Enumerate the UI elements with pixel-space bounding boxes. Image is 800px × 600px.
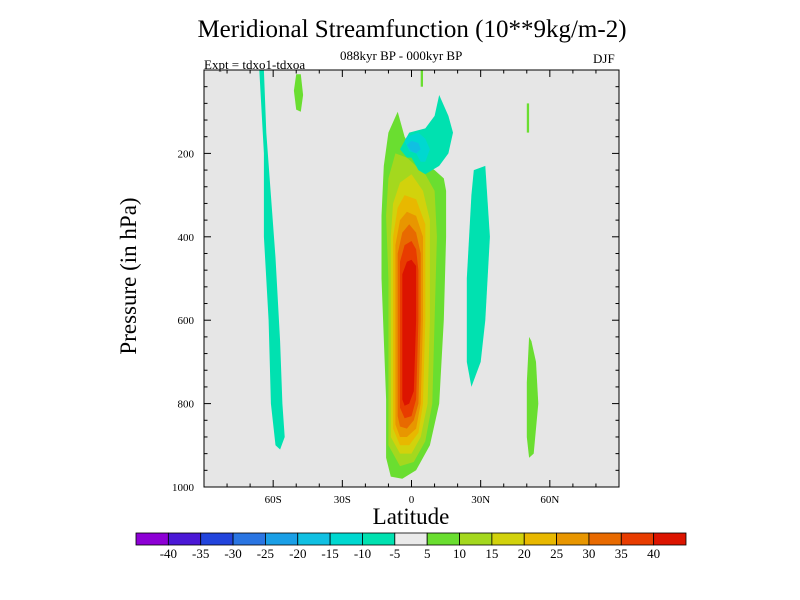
y-axis-label: Pressure (in hPa) [116,197,141,354]
contour-region-1-8 [526,336,539,458]
colorbar: -40 -35 -30 -25 -20 -15 -10 -5 5 10 15 20 25 30 35 40 [135,532,687,561]
colorbar-swatch [329,532,363,546]
chart-subtitle: 088kyr BP - 000kyr BP [340,48,463,63]
colorbar-label: 5 [424,546,431,561]
colorbar-label: -40 [160,546,177,561]
chart-title: Meridional Streamfunction (10**9kg/m-2) [197,16,627,43]
colorbar-swatch [394,532,428,546]
contour-fields [259,70,539,479]
contour-region-1-5 [466,165,490,387]
colorbar-label: 30 [582,546,595,561]
colorbar-swatch [135,532,169,546]
colorbar-label: -15 [321,546,338,561]
y-tick-label: 1000 [172,482,195,494]
colorbar-label: -35 [192,546,209,561]
contour-region-1-6 [420,70,423,87]
y-tick-label: 200 [178,148,195,160]
contour-region-0-7 [402,259,417,406]
y-tick-label: 600 [178,315,195,327]
colorbar-swatch [200,532,234,546]
y-tick-label: 800 [178,399,195,411]
colorbar-swatch [556,532,590,546]
colorbar-swatch [588,532,622,546]
colorbar-swatch [265,532,299,546]
contour-region-1-2 [400,95,453,175]
contour-region-1-1 [293,74,304,112]
colorbar-swatch [297,532,331,546]
x-axis-label: Latitude [373,504,450,529]
colorbar-swatch [523,532,557,546]
colorbar-label: -25 [257,546,274,561]
colorbar-label: -30 [224,546,241,561]
x-tick-label: 0 [409,494,415,506]
colorbar-swatch [653,532,687,546]
colorbar-swatch [362,532,396,546]
colorbar-swatch [232,532,266,546]
colorbar-label: -10 [354,546,371,561]
axis-ticks: 60S 30S 0 30N 60N 200 400 600 800 1000 [172,70,620,506]
colorbar-swatch [459,532,493,546]
colorbar-label: -5 [389,546,400,561]
colorbar-swatch [491,532,525,546]
colorbar-swatch [426,532,460,546]
colorbar-label: 35 [615,546,628,561]
contour-region-1-0 [259,70,285,450]
colorbar-label: 15 [485,546,498,561]
colorbar-label: 25 [550,546,563,561]
season-label: DJF [593,51,615,66]
colorbar-label: -20 [289,546,306,561]
x-tick-label: 60N [540,494,559,506]
x-tick-label: 30N [471,494,490,506]
experiment-label: Expt = tdxo1-tdxoa [204,57,306,72]
colorbar-swatch [620,532,655,546]
x-tick-label: 60S [265,494,282,506]
colorbar-label: 20 [518,546,531,561]
contour-region-1-7 [526,103,530,133]
colorbar-swatch [167,532,202,546]
x-tick-label: 30S [334,494,351,506]
y-tick-label: 400 [178,232,195,244]
colorbar-label: 40 [647,546,660,561]
colorbar-label: 10 [453,546,466,561]
contour-region-1-4 [406,140,421,154]
